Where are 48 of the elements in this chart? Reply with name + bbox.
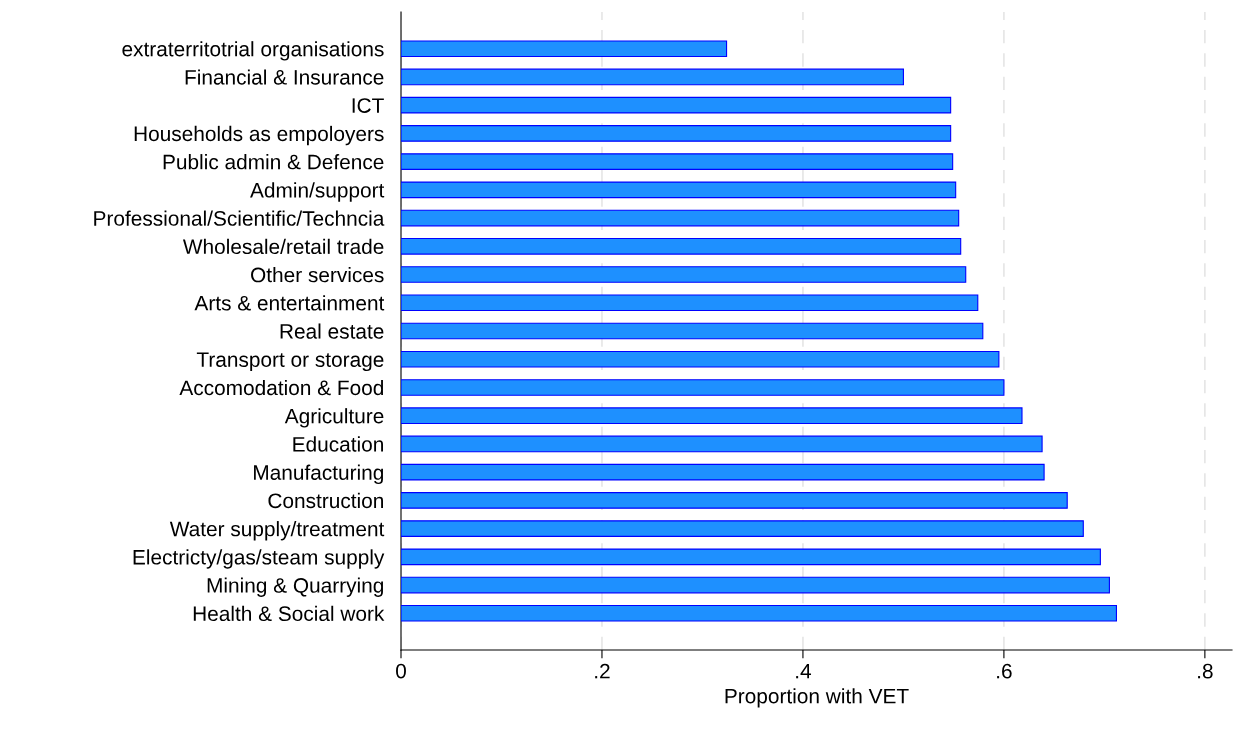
bar	[401, 96, 952, 114]
y-tick-label: Households as empoloyers	[134, 125, 384, 146]
y-tick-label: Electricty/gas/steam supply	[133, 549, 385, 569]
y-tick-label: Manufacturing	[254, 464, 383, 485]
y-tick-label: Transport or storage	[196, 352, 384, 372]
y-tick-label: Other services	[251, 266, 384, 283]
y-tick-label: Admin/support	[250, 182, 385, 202]
y-tick-label: Health & Social work	[193, 605, 385, 622]
bar	[401, 435, 1043, 453]
bar	[401, 181, 957, 199]
y-tick-label: Professional/Scientific/Techncia	[94, 210, 385, 226]
bar	[401, 125, 952, 142]
y-tick-label: Wholesale/retail trade	[182, 238, 384, 255]
y-tick-label: Construction	[268, 492, 383, 509]
bar	[401, 209, 960, 227]
x-tick-label: .6	[997, 663, 1012, 679]
bar	[401, 604, 1117, 622]
bar	[401, 548, 1101, 566]
y-tick-label: Real estate	[280, 323, 384, 339]
x-tick-label: .4	[796, 663, 812, 679]
bar	[401, 379, 1005, 396]
y-tick-label: Education	[293, 436, 383, 452]
x-tick-label: 0	[396, 663, 406, 679]
bar	[401, 576, 1110, 594]
y-tick-label: ICT	[352, 98, 384, 113]
y-tick-label: Arts & entertainment	[194, 295, 385, 311]
x-tick-label: .8	[1198, 663, 1213, 679]
bar	[401, 492, 1068, 509]
bar	[401, 153, 954, 170]
y-tick-label: Accomodation & Food	[179, 379, 383, 396]
bar	[401, 463, 1045, 481]
bar	[401, 237, 962, 255]
x-axis-title: Proportion with VET	[725, 688, 909, 708]
bar	[401, 40, 728, 58]
bar	[401, 68, 904, 86]
y-tick-label: extraterritotrial organisations	[122, 41, 384, 61]
bar	[401, 407, 1023, 425]
bar	[401, 294, 979, 312]
bar	[401, 322, 984, 340]
x-tick-label: .2	[595, 663, 610, 679]
y-tick-label: Public admin & Defence	[163, 154, 384, 170]
bar	[401, 520, 1084, 537]
bar	[401, 350, 1000, 368]
y-tick-label: Financial & Insurance	[185, 69, 384, 85]
y-tick-label: Mining & Quarrying	[207, 577, 383, 597]
bar	[401, 266, 967, 283]
y-tick-label: Water supply/treatment	[169, 521, 385, 541]
y-tick-label: Agriculture	[284, 408, 384, 428]
